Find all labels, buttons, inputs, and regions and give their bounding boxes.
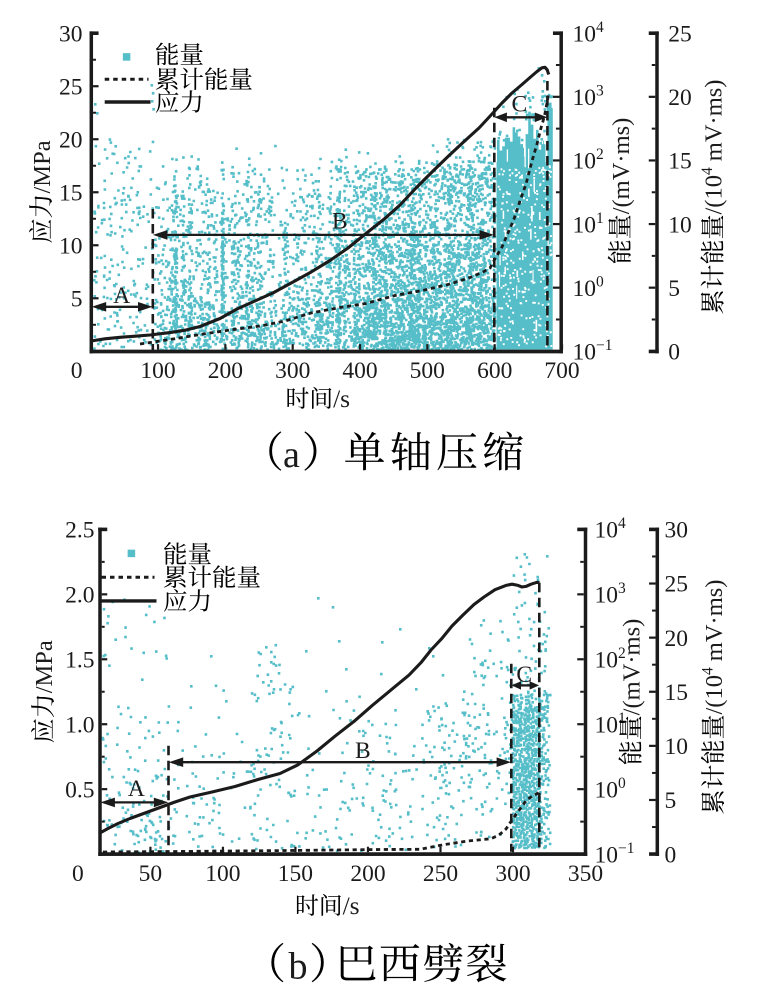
- svg-text:/(mV·ms): /(mV·ms): [619, 619, 646, 716]
- svg-text:0: 0: [71, 358, 83, 384]
- svg-text:/MPa: /MPa: [31, 640, 58, 693]
- svg-text:0: 0: [668, 340, 680, 366]
- svg-text:300: 300: [495, 861, 530, 887]
- svg-text:0.5: 0.5: [65, 777, 94, 803]
- svg-text:200: 200: [350, 861, 385, 887]
- svg-text:/s: /s: [333, 384, 350, 413]
- svg-text:150: 150: [278, 861, 313, 887]
- svg-text:5: 5: [668, 276, 680, 302]
- svg-text:100: 100: [205, 861, 240, 887]
- svg-text:15: 15: [665, 680, 689, 706]
- svg-text:25: 25: [59, 74, 83, 100]
- svg-text:250: 250: [423, 861, 458, 887]
- svg-text:/(mV·ms): /(mV·ms): [608, 118, 635, 215]
- svg-text:20: 20: [665, 626, 689, 652]
- svg-text:10: 10: [668, 212, 692, 238]
- svg-text:2.5: 2.5: [65, 518, 94, 544]
- svg-text:30: 30: [59, 21, 83, 47]
- svg-text:mV·ms): mV·ms): [701, 580, 728, 668]
- svg-text:A: A: [128, 776, 145, 802]
- svg-text:400: 400: [342, 358, 377, 384]
- svg-text:1.0: 1.0: [65, 712, 94, 738]
- svg-text:4: 4: [700, 667, 717, 675]
- svg-text:300: 300: [275, 358, 310, 384]
- svg-text:10: 10: [665, 734, 689, 760]
- svg-text:50: 50: [139, 861, 163, 887]
- svg-text:/s: /s: [343, 891, 360, 920]
- svg-text:/(10: /(10: [701, 675, 728, 714]
- svg-text:b: b: [289, 946, 308, 988]
- svg-text:B: B: [332, 208, 348, 234]
- svg-text:/(10: /(10: [701, 175, 728, 214]
- svg-text:/MPa: /MPa: [29, 140, 56, 193]
- svg-text:20: 20: [59, 127, 83, 153]
- svg-text:15: 15: [59, 181, 83, 207]
- svg-text:4: 4: [699, 167, 716, 175]
- svg-text:30: 30: [665, 518, 689, 544]
- svg-text:2.0: 2.0: [65, 583, 94, 609]
- svg-text:25: 25: [668, 21, 692, 47]
- svg-text:0: 0: [665, 842, 677, 868]
- svg-text:104: 104: [573, 19, 605, 48]
- svg-text:200: 200: [208, 358, 243, 384]
- svg-text:25: 25: [665, 572, 689, 598]
- svg-text:A: A: [113, 283, 130, 309]
- svg-text:C: C: [516, 662, 532, 688]
- svg-text:0: 0: [72, 861, 84, 887]
- svg-text:600: 600: [477, 358, 512, 384]
- svg-text:500: 500: [410, 358, 445, 384]
- svg-text:10: 10: [59, 234, 83, 260]
- svg-text:C: C: [511, 92, 527, 118]
- svg-text:350: 350: [568, 861, 603, 887]
- svg-text:100: 100: [140, 358, 175, 384]
- svg-text:1.5: 1.5: [65, 648, 94, 674]
- svg-text:15: 15: [668, 149, 692, 175]
- svg-text:B: B: [355, 738, 371, 764]
- svg-text:700: 700: [544, 358, 579, 384]
- svg-text:a: a: [283, 434, 300, 476]
- svg-text:5: 5: [665, 788, 677, 814]
- svg-text:mV·ms): mV·ms): [701, 80, 728, 168]
- svg-text:5: 5: [71, 287, 83, 313]
- svg-text:20: 20: [668, 85, 692, 111]
